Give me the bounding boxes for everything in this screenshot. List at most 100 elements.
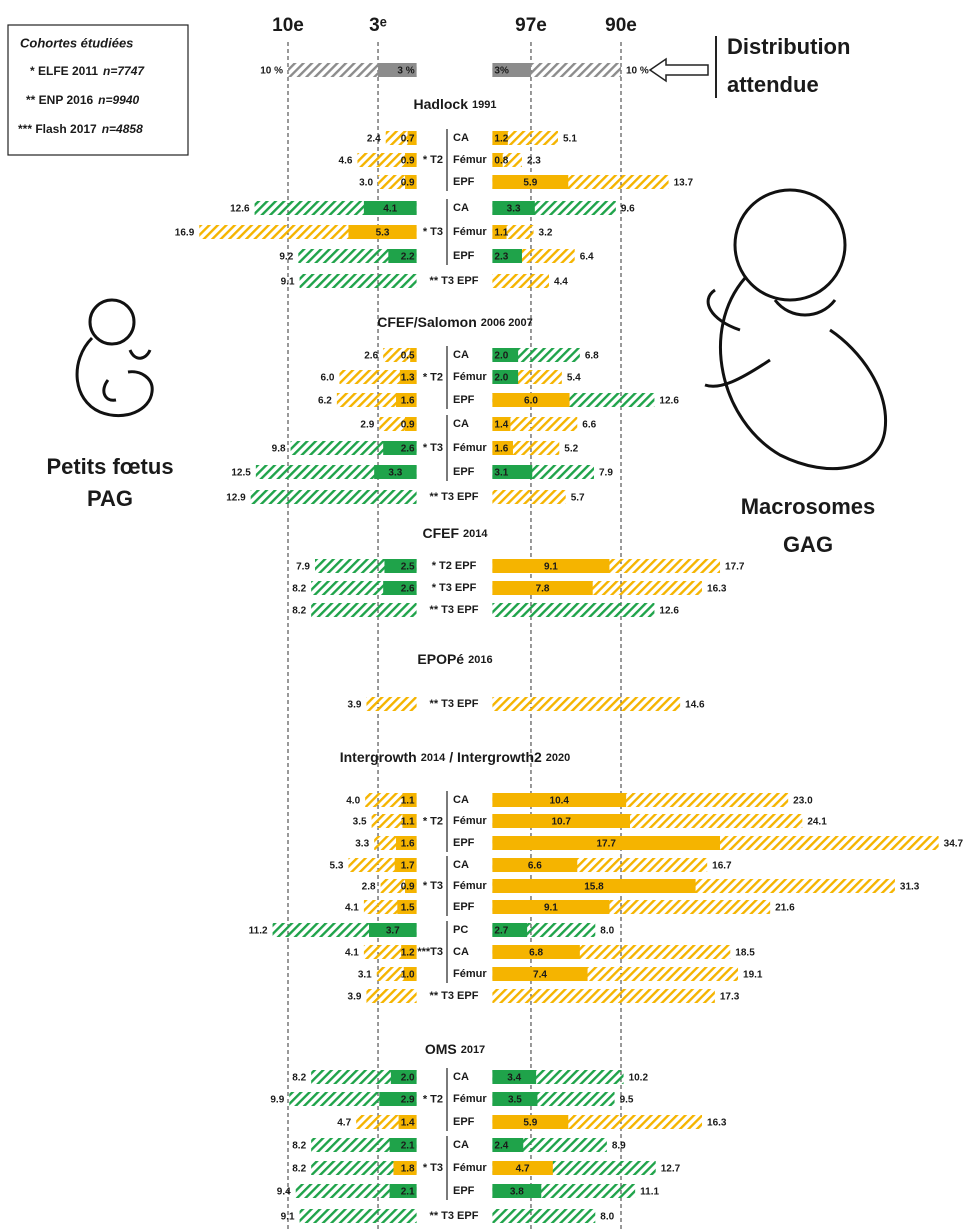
bar-inner bbox=[378, 63, 417, 77]
value-label: 9.9 bbox=[270, 1095, 284, 1106]
section-title: Intergrowth 2014/ Intergrowth2 2020 bbox=[340, 749, 571, 765]
section-title: Hadlock 1991 bbox=[414, 96, 497, 112]
value-label: 2.0 bbox=[401, 1073, 415, 1084]
bar-inner bbox=[384, 559, 417, 573]
bar-inner bbox=[492, 393, 570, 407]
bar-inner bbox=[405, 417, 417, 431]
group-label: ** T3 EPF bbox=[430, 1210, 479, 1222]
bar-inner bbox=[369, 923, 417, 937]
value-label: 3.5 bbox=[508, 1095, 522, 1106]
group-label: * T3 bbox=[423, 880, 443, 892]
value-label: 3.1 bbox=[494, 468, 508, 479]
bar-outer bbox=[311, 603, 417, 617]
value-label: 2.1 bbox=[401, 1187, 415, 1198]
bar-inner bbox=[383, 441, 417, 455]
bar-inner bbox=[405, 879, 417, 893]
row-label: EPF bbox=[453, 394, 475, 406]
value-label: 18.5 bbox=[735, 948, 755, 959]
row-label: EPF bbox=[453, 1116, 475, 1128]
value-label: 5.2 bbox=[564, 444, 578, 455]
legend-item: ** ENP 2016 n=9940 bbox=[26, 93, 140, 107]
section-title-part: 2014 bbox=[463, 528, 488, 540]
value-label: 3.0 bbox=[359, 178, 373, 189]
row-label: Fémur bbox=[453, 371, 487, 383]
row-label: CA bbox=[453, 794, 469, 806]
value-label: 4.4 bbox=[554, 277, 568, 288]
value-label: 4.7 bbox=[337, 1118, 351, 1129]
bar-outer bbox=[298, 249, 417, 263]
row-label: Fémur bbox=[453, 968, 487, 980]
group-label: Petits fœtus bbox=[46, 454, 173, 479]
value-label: 1.1 bbox=[401, 817, 415, 828]
group-label: * T2 bbox=[423, 371, 443, 383]
group-label: Macrosomes bbox=[741, 494, 876, 519]
section-title: CFEF/Salomon 2006 2007 bbox=[377, 314, 533, 330]
row-label: CA bbox=[453, 859, 469, 871]
value-label: 1.6 bbox=[401, 396, 415, 407]
bar-outer bbox=[492, 603, 655, 617]
legend-label: ** ENP 2016 bbox=[26, 93, 93, 107]
value-label: 2.3 bbox=[494, 252, 508, 263]
row-label: CA bbox=[453, 132, 469, 144]
value-label: 16.7 bbox=[712, 861, 732, 872]
bar-inner bbox=[492, 225, 507, 239]
bar-inner bbox=[492, 465, 533, 479]
bar-inner bbox=[492, 793, 627, 807]
bar-inner bbox=[379, 1092, 417, 1106]
bar-outer bbox=[366, 697, 417, 711]
value-label: 17.7 bbox=[725, 562, 745, 573]
section-title-part: 2017 bbox=[461, 1044, 485, 1056]
bar-outer bbox=[366, 989, 417, 1003]
x-tick-label: 97e bbox=[515, 15, 547, 36]
section-title: EPOPé 2016 bbox=[417, 651, 492, 667]
value-label: 5.3 bbox=[376, 228, 390, 239]
value-label: 15.8 bbox=[584, 882, 604, 893]
bar-inner bbox=[402, 793, 417, 807]
bar-inner bbox=[383, 581, 417, 595]
row-label: EPF bbox=[453, 837, 475, 849]
value-label: 12.6 bbox=[659, 606, 679, 617]
bar-inner bbox=[374, 465, 417, 479]
bar-inner bbox=[492, 63, 531, 77]
value-label: 1.1 bbox=[494, 228, 508, 239]
legend-label: *** Flash 2017 bbox=[18, 122, 97, 136]
x-tick-label: 90e bbox=[605, 15, 637, 36]
bar-outer bbox=[299, 274, 417, 288]
section-title-part: Hadlock bbox=[414, 96, 469, 112]
value-label: 0.9 bbox=[401, 420, 415, 431]
value-label: 3.4 bbox=[507, 1073, 521, 1084]
group-label: * T2 bbox=[423, 154, 443, 166]
legend-n: n=9940 bbox=[98, 93, 139, 107]
value-label: 1.8 bbox=[401, 1164, 415, 1175]
row-label: EPF bbox=[453, 1185, 475, 1197]
value-label: 9.6 bbox=[621, 204, 635, 215]
value-label: 4.7 bbox=[516, 1164, 530, 1175]
value-label: 2.4 bbox=[494, 1141, 508, 1152]
row-label: EPF bbox=[453, 176, 475, 188]
bar-outer bbox=[492, 274, 549, 288]
value-label: 2.4 bbox=[367, 134, 381, 145]
row-label: Fémur bbox=[453, 880, 487, 892]
bar-inner bbox=[492, 559, 610, 573]
section-title-part: 2016 bbox=[468, 654, 492, 666]
bar-outer bbox=[295, 1184, 417, 1198]
value-label: 9.4 bbox=[277, 1187, 291, 1198]
group-label: * T3 EPF bbox=[432, 582, 477, 594]
value-label: 6.0 bbox=[524, 396, 538, 407]
section-title-part: CFEF bbox=[422, 525, 459, 541]
bar-inner bbox=[492, 1092, 538, 1106]
bar-inner bbox=[492, 201, 535, 215]
bar-outer bbox=[250, 490, 417, 504]
value-label: 3.3 bbox=[388, 468, 402, 479]
value-label: 0.5 bbox=[401, 351, 415, 362]
value-label: 10 % bbox=[626, 66, 649, 77]
bar-inner bbox=[403, 967, 417, 981]
row-label: Fémur bbox=[453, 1162, 487, 1174]
legend-item: * ELFE 2011 n=7747 bbox=[30, 64, 145, 78]
section-title-part: 2006 2007 bbox=[481, 317, 533, 329]
value-label: 3.2 bbox=[539, 228, 553, 239]
value-label: 1.6 bbox=[494, 444, 508, 455]
group-label: * T2 EPF bbox=[432, 560, 477, 572]
legend-label: * ELFE 2011 bbox=[30, 64, 98, 78]
bar-inner bbox=[388, 249, 417, 263]
